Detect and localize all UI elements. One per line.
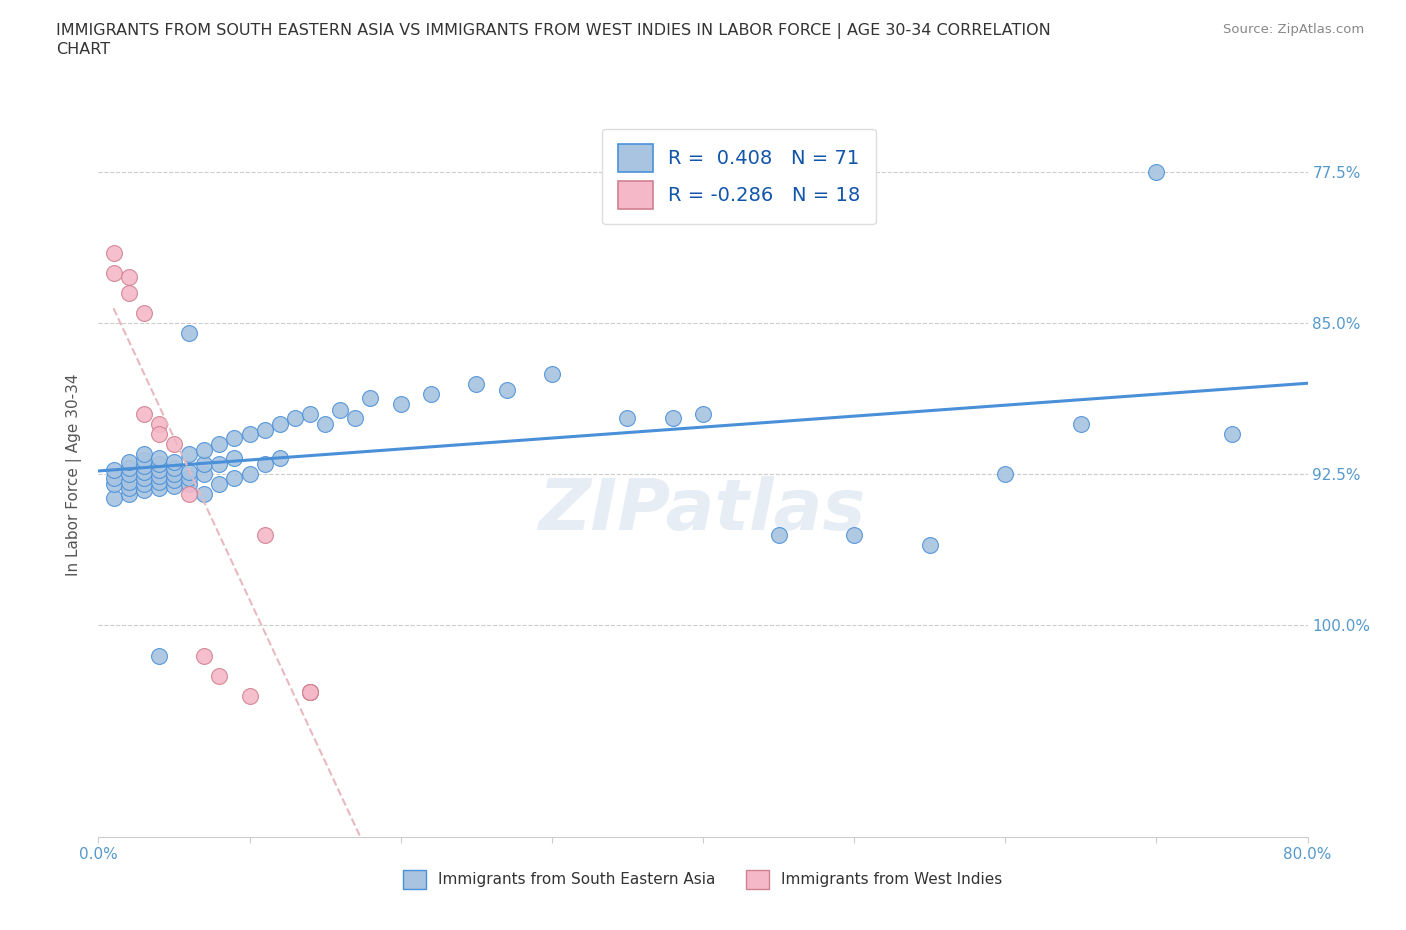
Point [193, 487, 215, 502]
Point [132, 306, 155, 321]
Point [148, 427, 170, 442]
Point [132, 465, 155, 480]
Point [193, 443, 215, 458]
Point [253, 422, 276, 437]
Point [269, 417, 291, 432]
Point [768, 527, 790, 542]
Text: IMMIGRANTS FROM SOUTH EASTERN ASIA VS IMMIGRANTS FROM WEST INDIES IN LABOR FORCE: IMMIGRANTS FROM SOUTH EASTERN ASIA VS IM… [56, 23, 1052, 57]
Point [118, 467, 141, 482]
Point [224, 431, 246, 445]
Point [1144, 165, 1167, 179]
Point [299, 406, 322, 421]
Point [148, 648, 170, 663]
Point [692, 406, 714, 421]
Point [148, 481, 170, 496]
Point [163, 455, 186, 470]
Point [239, 467, 262, 482]
Point [208, 437, 231, 452]
Point [344, 410, 367, 425]
Point [420, 386, 443, 401]
Point [239, 427, 262, 442]
Point [148, 463, 170, 478]
Point [103, 471, 125, 485]
Point [132, 477, 155, 492]
Point [193, 467, 215, 482]
Point [193, 457, 215, 472]
Point [132, 483, 155, 498]
Point [179, 477, 201, 492]
Point [179, 471, 201, 485]
Point [239, 688, 262, 703]
Point [299, 684, 322, 699]
Point [253, 457, 276, 472]
Point [844, 527, 866, 542]
Point [148, 469, 170, 484]
Point [918, 538, 941, 552]
Point [132, 406, 155, 421]
Point [163, 467, 186, 482]
Point [389, 396, 412, 411]
Point [193, 648, 215, 663]
Point [103, 265, 125, 280]
Point [208, 477, 231, 492]
Point [118, 286, 141, 300]
Point [118, 461, 141, 476]
Point [148, 417, 170, 432]
Point [224, 451, 246, 466]
Y-axis label: In Labor Force | Age 30-34: In Labor Force | Age 30-34 [66, 373, 83, 576]
Point [540, 366, 562, 381]
Point [994, 467, 1017, 482]
Point [269, 451, 291, 466]
Point [314, 417, 336, 432]
Point [299, 684, 322, 699]
Point [163, 461, 186, 476]
Point [495, 382, 517, 397]
Point [118, 475, 141, 490]
Point [163, 437, 186, 452]
Point [148, 451, 170, 466]
Point [179, 446, 201, 461]
Point [103, 246, 125, 260]
Point [616, 410, 638, 425]
Point [132, 446, 155, 461]
Point [253, 527, 276, 542]
Point [103, 463, 125, 478]
Point [118, 455, 141, 470]
Legend: Immigrants from South Eastern Asia, Immigrants from West Indies: Immigrants from South Eastern Asia, Immi… [396, 864, 1010, 895]
Point [148, 475, 170, 490]
Point [103, 491, 125, 506]
Point [118, 487, 141, 502]
Text: Source: ZipAtlas.com: Source: ZipAtlas.com [1223, 23, 1364, 36]
Point [132, 458, 155, 473]
Point [661, 410, 683, 425]
Point [118, 270, 141, 285]
Point [208, 457, 231, 472]
Point [1070, 417, 1092, 432]
Point [299, 684, 322, 699]
Point [132, 471, 155, 485]
Point [329, 403, 352, 418]
Point [179, 326, 201, 340]
Text: ZIPatlas: ZIPatlas [540, 476, 866, 545]
Point [224, 471, 246, 485]
Point [284, 410, 307, 425]
Point [163, 473, 186, 488]
Point [132, 453, 155, 468]
Point [179, 465, 201, 480]
Point [118, 481, 141, 496]
Point [179, 487, 201, 502]
Point [465, 377, 488, 392]
Point [299, 684, 322, 699]
Point [360, 391, 382, 405]
Point [103, 477, 125, 492]
Point [208, 669, 231, 684]
Point [163, 479, 186, 494]
Point [1220, 427, 1243, 442]
Point [148, 457, 170, 472]
